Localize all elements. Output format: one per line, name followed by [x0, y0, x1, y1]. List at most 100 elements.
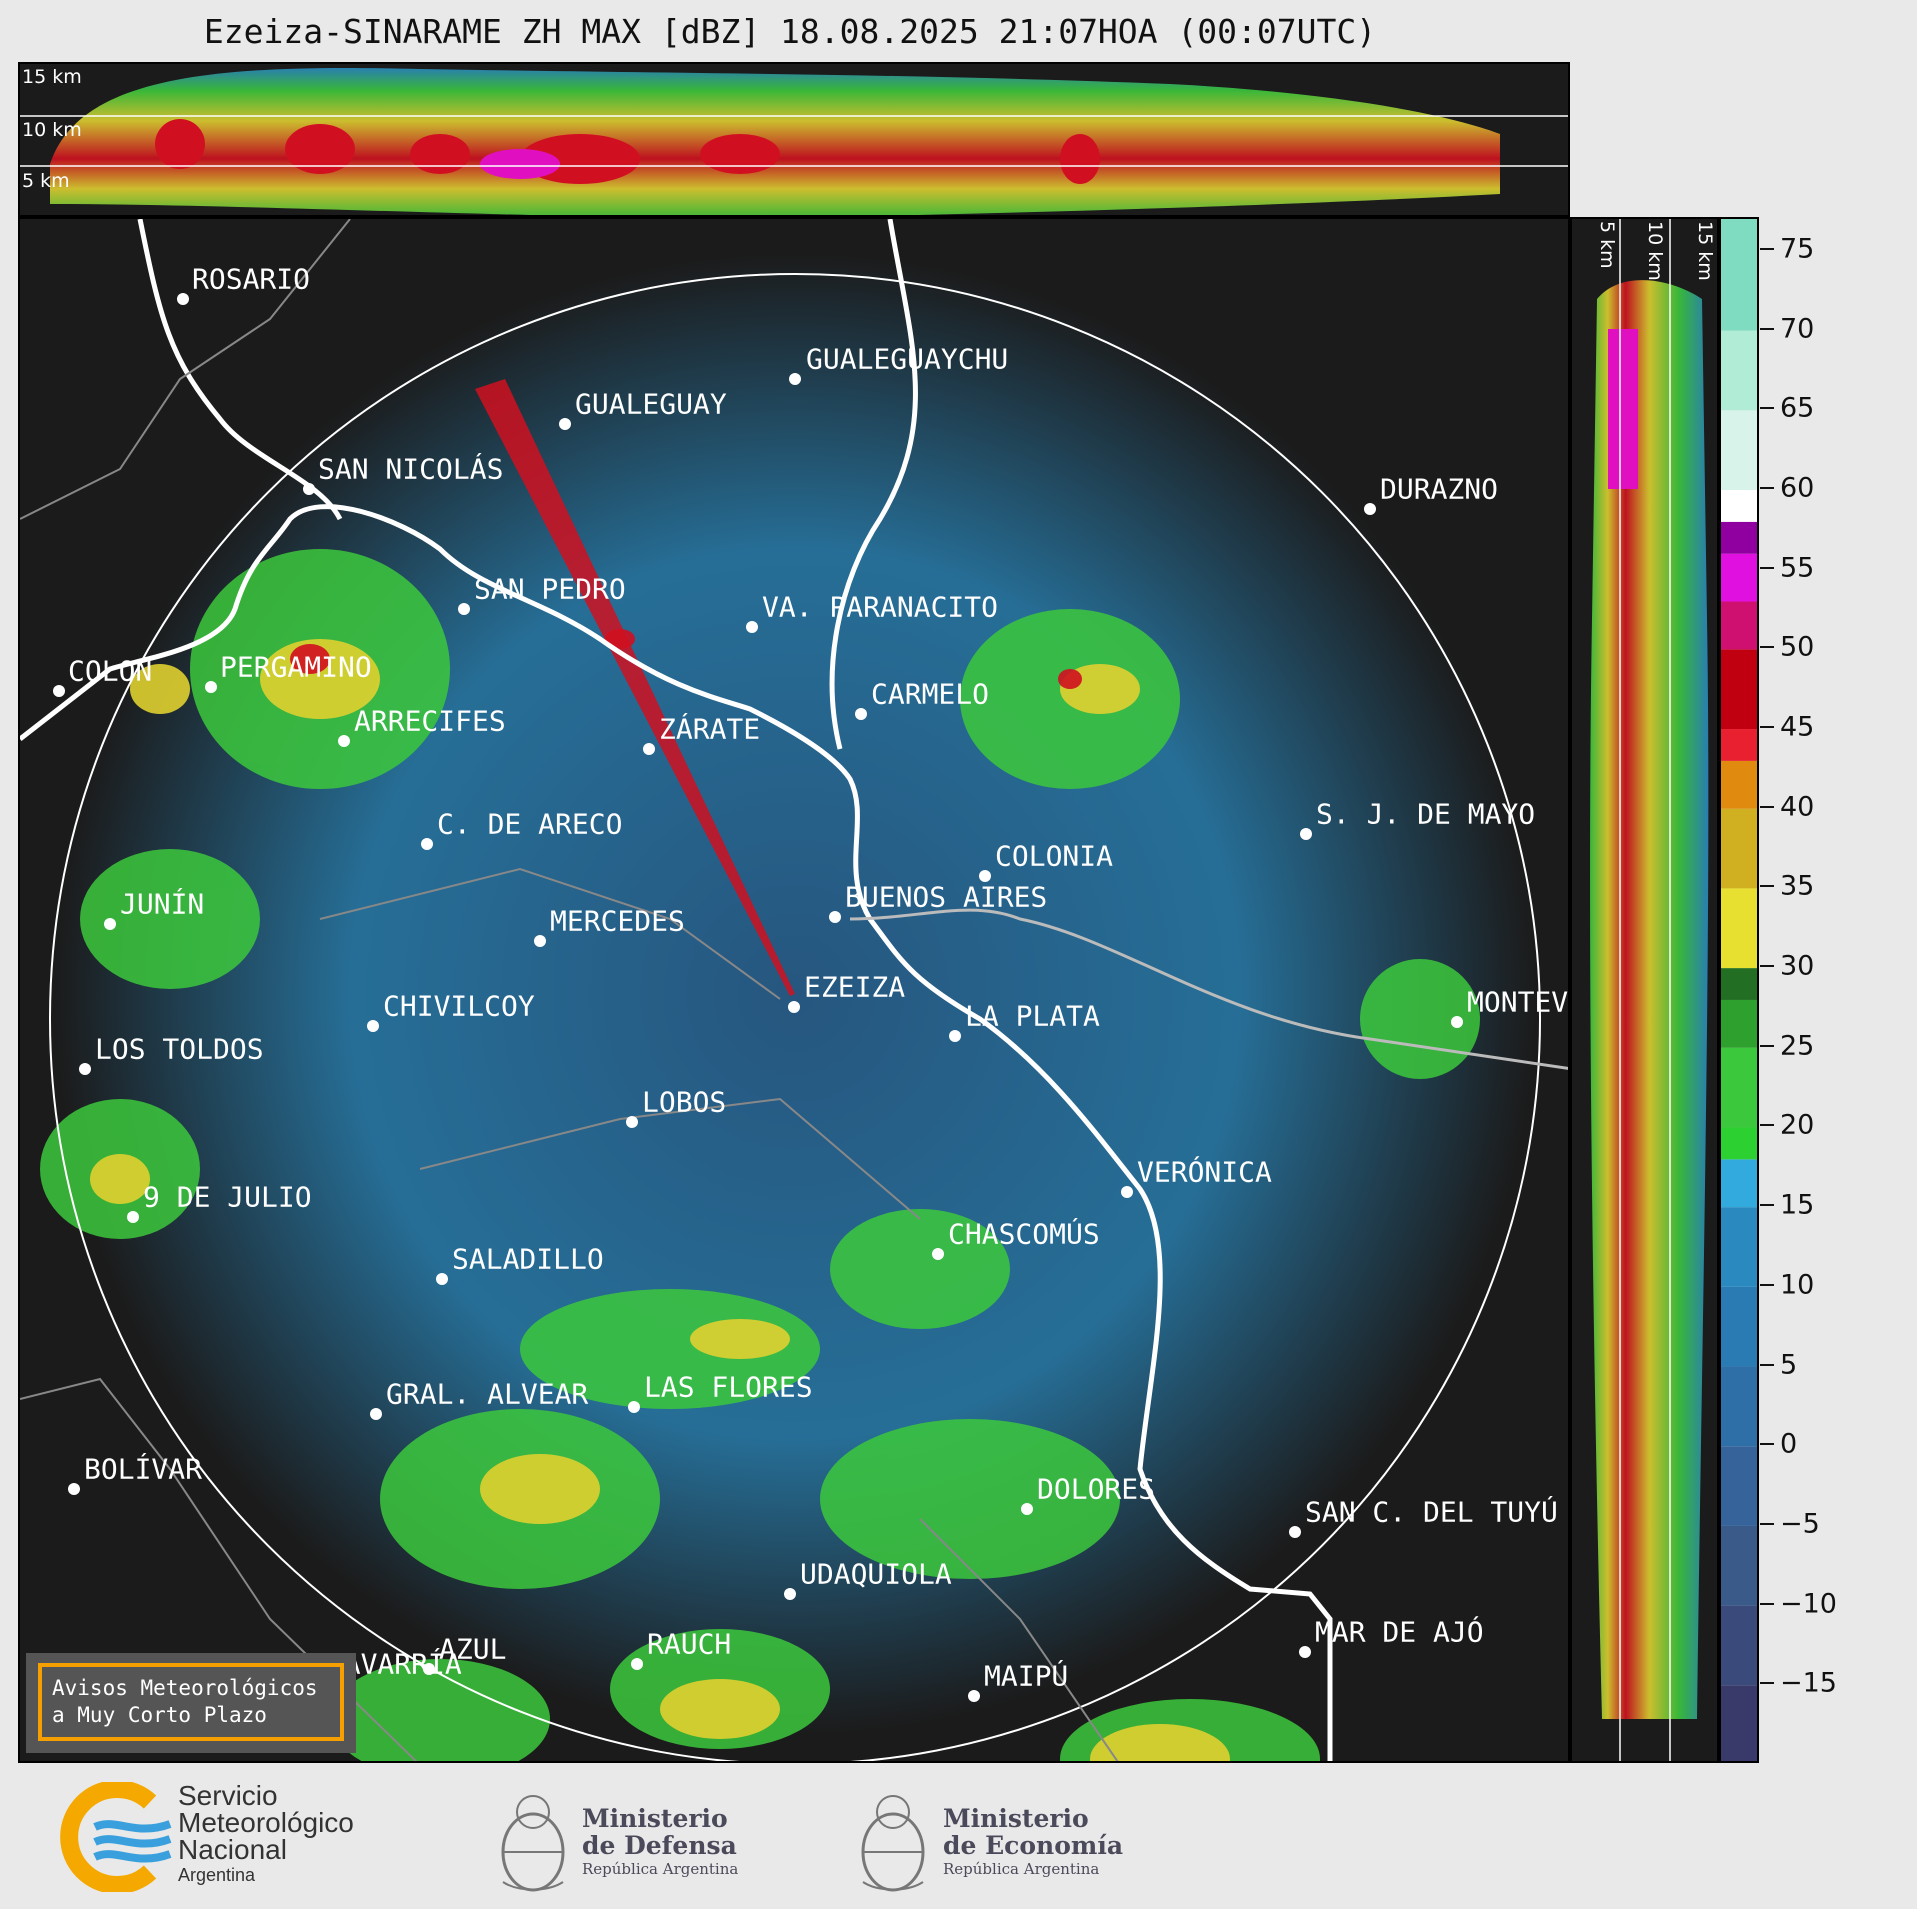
- top-height-profile: 15 km 10 km 5 km: [18, 62, 1570, 217]
- city-dot-gualeguay: [559, 418, 571, 430]
- city-label-gral-alvear: GRAL. ALVEAR: [386, 1377, 589, 1411]
- defensa-sub: República Argentina: [582, 1860, 739, 1878]
- city-label-durazno: DURAZNO: [1380, 472, 1499, 506]
- city-dot-colon: [53, 685, 65, 697]
- colorbar-band: [1721, 489, 1757, 522]
- colorbar-tick: [1760, 885, 1774, 888]
- colorbar-tick-label: 45: [1780, 711, 1815, 743]
- city-label-maipu: MAIPÚ: [984, 1659, 1069, 1693]
- city-label-rosario: ROSARIO: [192, 262, 311, 296]
- city-label-junin: JUNÍN: [120, 887, 205, 921]
- defensa-emblem-icon: [501, 1795, 565, 1892]
- colorbar-tick-label: 25: [1780, 1030, 1815, 1062]
- colorbar-tick-label: 75: [1780, 233, 1815, 265]
- city-label-azul: AZUL: [439, 1632, 507, 1666]
- city-label-san-nicolas: SAN NICOLÁS: [318, 452, 504, 486]
- colorbar-tick: [1760, 1522, 1774, 1525]
- side-profile-max-core: [1608, 329, 1638, 489]
- colorbar-band: [1721, 999, 1757, 1048]
- colorbar-tick-label: 15: [1780, 1189, 1815, 1221]
- city-label-arrecifes: ARRECIFES: [354, 704, 506, 738]
- colorbar-tick-label: 10: [1780, 1269, 1815, 1301]
- radar-map[interactable]: ROSARIO GUALEGUAYCHU GUALEGUAY SAN NICOLÁS D…: [18, 217, 1570, 1763]
- colorbar-tick: [1760, 1682, 1774, 1685]
- city-label-dolores: DOLORES: [1037, 1472, 1156, 1506]
- colorbar-tick-label: 5: [1780, 1349, 1798, 1381]
- smn-line-3: Nacional: [178, 1834, 287, 1865]
- colorbar-tick: [1760, 486, 1774, 489]
- colorbar-band: [1721, 601, 1757, 650]
- colorbar-band: [1721, 1286, 1757, 1367]
- side-alt-label-5: 5 km: [1596, 221, 1618, 269]
- colorbar-tick: [1760, 1443, 1774, 1446]
- colorbar-tick: [1760, 1602, 1774, 1605]
- top-alt-label-10: 10 km: [22, 119, 82, 141]
- colorbar-tick: [1760, 1124, 1774, 1127]
- colorbar-tick: [1760, 646, 1774, 649]
- interference-spike: [475, 379, 795, 996]
- smn-name: Servicio Meteorológico Nacional: [178, 1782, 354, 1865]
- city-label-gualeguay: GUALEGUAY: [575, 387, 727, 421]
- colorbar-tick: [1760, 1204, 1774, 1207]
- city-dot-mar-de-ajo: [1299, 1646, 1311, 1658]
- avisos-line-2: a Muy Corto Plazo: [52, 1703, 267, 1727]
- precipitation-cells: [40, 549, 1480, 1761]
- city-label-chascomus: CHASCOMÚS: [948, 1217, 1100, 1251]
- colorbar-band: [1721, 553, 1757, 602]
- city-label-9-de-julio: 9 DE JULIO: [143, 1180, 312, 1214]
- city-label-la-plata: LA PLATA: [965, 999, 1100, 1033]
- avisos-box-background: [26, 1653, 356, 1753]
- city-dot-san-c-del-tuyu: [1289, 1526, 1301, 1538]
- avisos-link[interactable]: Avisos Meteorológicos a Muy Corto Plazo: [38, 1663, 344, 1741]
- colorbar-tick: [1760, 1283, 1774, 1286]
- colorbar-tick-label: 50: [1780, 631, 1815, 663]
- city-label-buenos-aires: BUENOS AIRES: [845, 880, 1048, 914]
- colorbar-band: [1721, 760, 1757, 809]
- city-label-las-flores: LAS FLORES: [644, 1370, 813, 1404]
- colorbar-band: [1721, 1525, 1757, 1606]
- colorbar-tick: [1760, 327, 1774, 330]
- economia-line-1: Ministerio: [943, 1804, 1089, 1833]
- colorbar-band: [1721, 1159, 1757, 1208]
- economia-sub: República Argentina: [943, 1860, 1100, 1878]
- city-dot-chivilcoy: [367, 1020, 379, 1032]
- economia-emblem-icon: [861, 1795, 925, 1892]
- city-dot-rosario: [177, 293, 189, 305]
- city-dot-c-de-areco: [421, 838, 433, 850]
- city-dot-rauch: [631, 1658, 643, 1670]
- city-dot-lobos: [626, 1116, 638, 1128]
- colorbar-band: [1721, 1446, 1757, 1526]
- uruguay-border: [849, 908, 1568, 1070]
- city-label-rauch: RAUCH: [647, 1627, 732, 1661]
- colorbar-band: [1721, 1127, 1757, 1160]
- side-height-profile: 5 km 10 km 15 km: [1570, 217, 1719, 1763]
- city-label-saladillo: SALADILLO: [452, 1242, 604, 1276]
- city-dot-las-flores: [628, 1401, 640, 1413]
- city-dot-junin: [104, 918, 116, 930]
- colorbar-tick: [1760, 566, 1774, 569]
- city-dot-montevideo: [1451, 1016, 1463, 1028]
- city-dot-va-paranacito: [746, 621, 758, 633]
- colorbar-tick-label: 55: [1780, 552, 1815, 584]
- avisos-line-1: Avisos Meteorológicos: [52, 1676, 318, 1700]
- city-label-los-toldos: LOS TOLDOS: [95, 1032, 264, 1066]
- city-label-carmelo: CARMELO: [871, 677, 990, 711]
- colorbar-band: [1721, 1047, 1757, 1128]
- uruguay-river: [829, 219, 918, 750]
- colorbar-tick: [1760, 805, 1774, 808]
- city-dot-zarate: [643, 743, 655, 755]
- economia-name: Ministerio de Economía: [943, 1805, 1123, 1859]
- side-alt-label-10: 10 km: [1644, 221, 1666, 281]
- side-alt-label-15: 15 km: [1694, 221, 1716, 281]
- colorbar-tick: [1760, 1363, 1774, 1366]
- colorbar-tick: [1760, 247, 1774, 250]
- colorbar-tick-label: 60: [1780, 472, 1815, 504]
- city-dot-pergamino: [205, 681, 217, 693]
- defensa-line-2: de Defensa: [582, 1831, 737, 1860]
- colorbar-graphic: [1721, 219, 1757, 1761]
- city-label-chivilcoy: CHIVILCOY: [383, 989, 535, 1023]
- colorbar-tick: [1760, 407, 1774, 410]
- colorbar-tick-label: 40: [1780, 791, 1815, 823]
- city-label-veronica: VERÓNICA: [1137, 1155, 1272, 1189]
- chart-title: Ezeiza-SINARAME ZH MAX [dBZ] 18.08.2025 …: [203, 12, 1377, 51]
